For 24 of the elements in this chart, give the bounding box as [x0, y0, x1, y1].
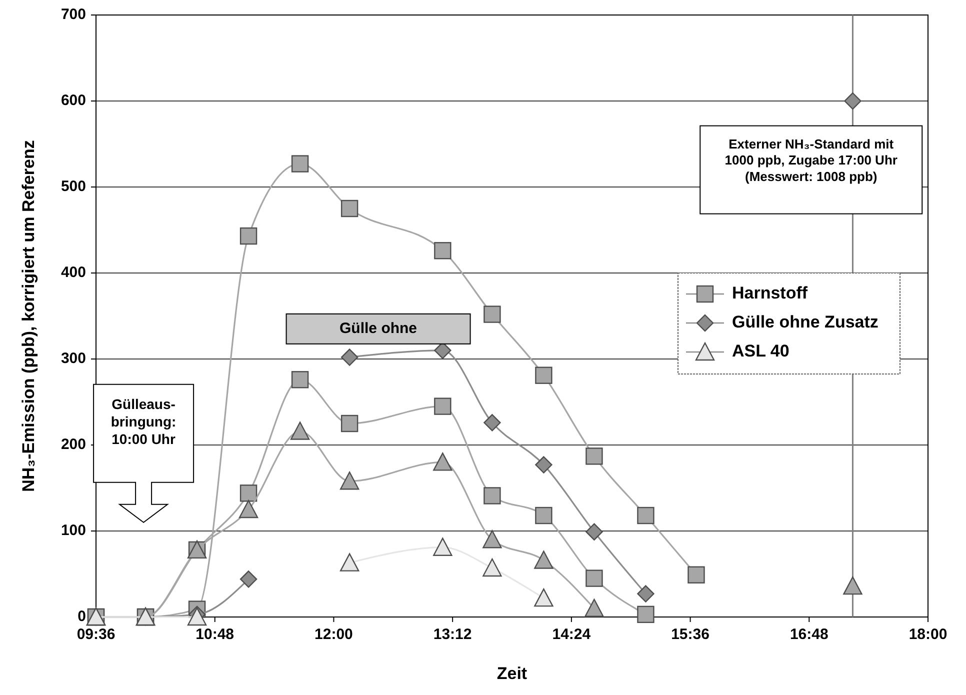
- annotation: Gülle ohne: [340, 320, 418, 337]
- annotation: Gülleaus- bringung: 10:00 Uhr: [110, 396, 176, 447]
- annotation: Externer NH₃-Standard mit 1000 ppb, Zugabe 17:00 Uhr (Messwert: 1008 ppb): [724, 136, 898, 184]
- x-tick-label: 18:00: [908, 626, 948, 643]
- legend-label: Gülle ohne Zusatz: [732, 312, 878, 332]
- y-tick-label: 400: [60, 264, 86, 281]
- legend-label: Harnstoff: [732, 283, 808, 302]
- x-tick-label: 14:24: [552, 626, 592, 643]
- y-tick-label: 300: [60, 350, 86, 367]
- x-axis-title: Zeit: [496, 664, 528, 683]
- legend-label: ASL 40: [732, 341, 790, 360]
- y-tick-label: 100: [60, 522, 86, 539]
- y-tick-label: 200: [60, 436, 86, 453]
- x-tick-label: 15:36: [671, 626, 710, 643]
- x-tick-label: 10:48: [196, 626, 234, 643]
- y-axis-title: NH₃-Emission (ppb), korrigiert um Referenz: [19, 140, 38, 492]
- y-tick-label: 500: [60, 178, 86, 195]
- y-tick-label: 600: [60, 92, 86, 109]
- y-tick-label: 0: [78, 608, 86, 625]
- x-tick-label: 16:48: [790, 626, 828, 643]
- x-tick-label: 12:00: [314, 626, 353, 643]
- x-tick-label: 09:36: [76, 626, 116, 643]
- x-tick-label: 13:12: [433, 626, 472, 643]
- y-tick-label: 700: [60, 6, 86, 23]
